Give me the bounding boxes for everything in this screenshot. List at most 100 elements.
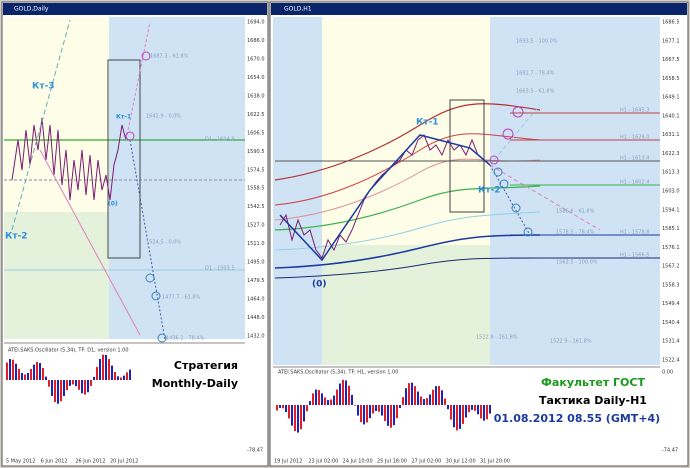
- histogram-bar: [438, 386, 440, 405]
- price-label: 1574.5: [247, 167, 265, 173]
- date-label: 30 Jul 12:00: [446, 459, 476, 465]
- zone: [322, 245, 490, 365]
- price-label: 1531.4: [662, 339, 680, 345]
- histogram-bar: [48, 380, 50, 387]
- price-label: 1549.4: [662, 301, 680, 307]
- histogram-bar: [108, 359, 110, 380]
- band: [274, 185, 541, 231]
- wave-label: (0): [108, 201, 118, 208]
- histogram-bar: [420, 396, 422, 405]
- date-label: 24 Jul 10:00: [343, 459, 373, 465]
- histogram-bar: [441, 390, 443, 405]
- trend-line: [39, 149, 141, 336]
- price-label: 1511.0: [247, 241, 265, 247]
- histogram-bar: [30, 369, 32, 380]
- target: [511, 203, 521, 213]
- histogram-bar: [369, 405, 371, 419]
- band: [274, 133, 541, 206]
- wave-label: Кт-2: [478, 186, 501, 196]
- price-label: 1448.0: [247, 315, 265, 321]
- histogram-bar: [99, 358, 101, 380]
- histogram-bar: [453, 405, 455, 428]
- histogram-bar: [399, 405, 401, 409]
- histogram-bar: [57, 380, 59, 404]
- histogram-bar: [444, 398, 446, 405]
- price-label: 1622.3: [662, 151, 680, 157]
- levels: 1693.5 - 100.0% 1681.7 - 78.4% 1663.5 - 61…: [476, 39, 649, 345]
- date-axis: 19 Jul 2012 23 Jul 02:00 24 Jul 10:00 25 Ju…: [274, 459, 510, 465]
- level-label: H1 - 1628.0: [620, 135, 649, 141]
- histogram-bar: [303, 405, 305, 422]
- histogram-bar: [129, 369, 131, 380]
- histogram-bar: [459, 405, 461, 429]
- histogram-bar: [366, 405, 368, 423]
- histogram-bar: [489, 405, 491, 414]
- histogram-bar: [336, 389, 338, 405]
- level-label: 1578.5 - 78.4%: [556, 230, 595, 236]
- title-bar: [3, 3, 267, 15]
- date-label: 27 Jul 02:00: [411, 459, 441, 465]
- indicator: [276, 379, 491, 433]
- level-label: 1477.7 - 61.8%: [162, 295, 201, 301]
- histogram-bar: [81, 380, 83, 394]
- date-label: 23 Jul 02:00: [308, 459, 338, 465]
- histogram-bar: [354, 405, 356, 406]
- histogram-bar: [114, 371, 116, 380]
- price-label: 1464.0: [247, 297, 265, 303]
- price-label: 1667.5: [662, 57, 680, 63]
- histogram-bar: [63, 380, 65, 397]
- histogram-bar: [351, 394, 353, 405]
- target: [502, 128, 514, 140]
- title-bar: [271, 3, 687, 15]
- histogram-bar: [312, 393, 314, 405]
- histogram-bar: [33, 364, 35, 380]
- price-label: 1631.1: [662, 132, 680, 138]
- histogram-bar: [318, 390, 320, 405]
- projection: [125, 21, 151, 141]
- price-label: 1670.0: [247, 56, 265, 62]
- zone: [322, 17, 490, 245]
- histogram-bar: [51, 380, 53, 396]
- price-label: 1640.1: [662, 113, 680, 119]
- histogram-bar: [69, 380, 71, 386]
- histogram-bar: [120, 377, 122, 380]
- price-label: 1585.1: [662, 226, 680, 232]
- indicator-axis-label: -74.47: [662, 448, 678, 454]
- histogram-bar: [411, 382, 413, 405]
- histogram-bar: [60, 380, 62, 402]
- price-label: 1522.4: [662, 358, 680, 364]
- histogram-bar: [405, 388, 407, 405]
- histogram-bar: [66, 380, 68, 391]
- histogram-bar: [339, 383, 341, 405]
- wave-label: Кт-1: [416, 118, 439, 128]
- histogram-bar: [27, 372, 29, 380]
- histogram-bar: [111, 365, 113, 380]
- band: [274, 103, 541, 181]
- histogram-bar: [426, 398, 428, 405]
- histogram-bar: [333, 395, 335, 405]
- price-label: 1686.0: [247, 38, 265, 44]
- wave-label: Кт-2: [5, 232, 28, 242]
- price-label: 1677.1: [662, 38, 680, 44]
- projection: [489, 164, 531, 236]
- histogram-bar: [102, 354, 104, 380]
- histogram-bar: [474, 405, 476, 411]
- level-label: 1524.5 - 0.0%: [146, 240, 181, 246]
- price-label: 1658.5: [662, 76, 680, 82]
- zone: [4, 17, 109, 212]
- projection: [489, 164, 601, 231]
- histogram-bar: [84, 380, 86, 395]
- histogram-bar: [381, 405, 383, 416]
- target: [512, 106, 524, 118]
- price-label: 1558.3: [662, 282, 680, 288]
- histogram-bar: [90, 380, 92, 386]
- histogram-bar: [396, 405, 398, 419]
- zone-box: [449, 99, 485, 213]
- histogram-bar: [300, 405, 302, 430]
- histogram-bar: [105, 354, 107, 380]
- histogram-bar: [306, 405, 308, 412]
- level-label: 1681.7 - 78.4%: [516, 71, 555, 77]
- price-label: 1558.5: [247, 186, 265, 192]
- price-label: 1606.5: [247, 130, 265, 136]
